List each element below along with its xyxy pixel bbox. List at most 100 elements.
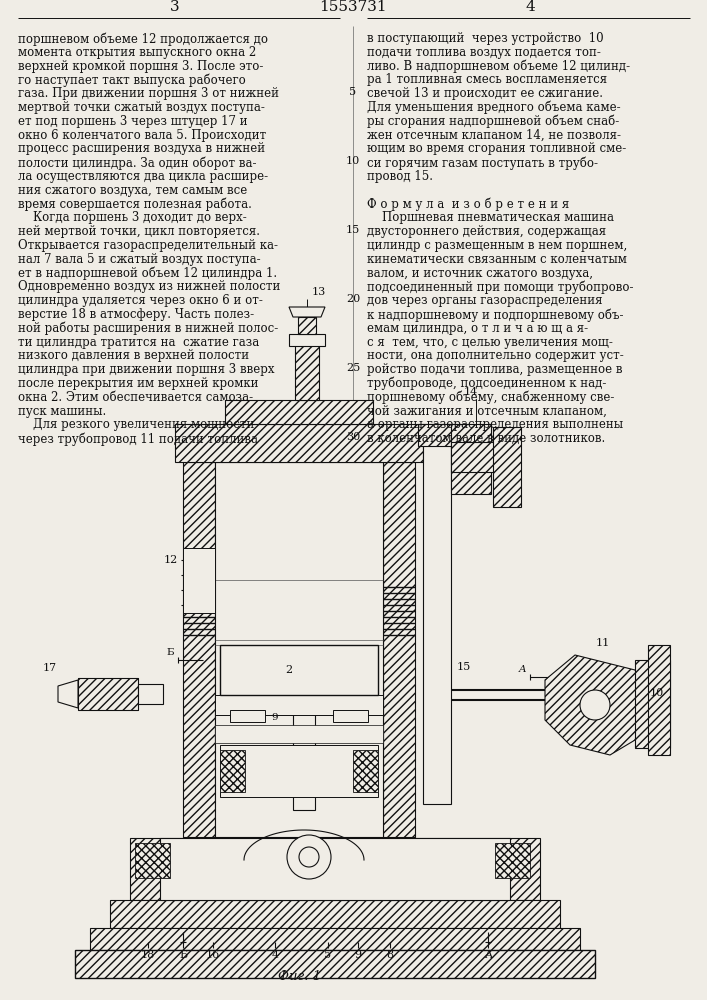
Text: момента открытия выпускного окна 2: момента открытия выпускного окна 2 xyxy=(18,46,256,59)
Text: окно 6 коленчатого вала 5. Происходит: окно 6 коленчатого вала 5. Происходит xyxy=(18,129,267,142)
Bar xyxy=(383,462,415,837)
Text: ней мертвой точки, цикл повторяется.: ней мертвой точки, цикл повторяется. xyxy=(18,225,260,238)
Text: двустороннего действия, содержащая: двустороннего действия, содержащая xyxy=(367,225,606,238)
Text: ройство подачи топлива, размещенное в: ройство подачи топлива, размещенное в xyxy=(367,363,622,376)
Text: 5: 5 xyxy=(349,87,356,97)
Text: Одновременно воздух из нижней полости: Одновременно воздух из нижней полости xyxy=(18,280,281,293)
Text: A: A xyxy=(484,950,492,960)
Text: го наступает такт выпуска рабочего: го наступает такт выпуска рабочего xyxy=(18,73,246,87)
Text: Для резкого увеличения мощности: Для резкого увеличения мощности xyxy=(18,418,255,431)
Bar xyxy=(220,645,378,695)
Bar xyxy=(220,750,245,792)
Bar xyxy=(78,678,138,710)
Bar xyxy=(293,695,315,810)
Text: 20: 20 xyxy=(346,294,360,304)
Text: си горячим газам поступать в трубо-: си горячим газам поступать в трубо- xyxy=(367,156,598,170)
Text: валом, и источник сжатого воздуха,: валом, и источник сжатого воздуха, xyxy=(367,267,593,280)
Bar xyxy=(78,678,138,710)
Text: Открывается газораспределительный ка-: Открывается газораспределительный ка- xyxy=(18,239,278,252)
Text: жен отсечным клапаном 14, не позволя-: жен отсечным клапаном 14, не позволя- xyxy=(367,129,621,142)
Text: ра 1 топливная смесь воспламеняется: ра 1 топливная смесь воспламеняется xyxy=(367,73,607,86)
Bar xyxy=(215,462,383,837)
Text: Поршневая пневматическая машина: Поршневая пневматическая машина xyxy=(367,211,614,224)
Polygon shape xyxy=(289,307,325,317)
Text: 4: 4 xyxy=(525,0,535,14)
Text: 15: 15 xyxy=(346,225,360,235)
Text: ла осуществляются два цикла расшире-: ла осуществляются два цикла расшире- xyxy=(18,170,268,183)
Text: ющим во время сгорания топливной сме-: ющим во время сгорания топливной сме- xyxy=(367,142,626,155)
Bar xyxy=(495,843,530,878)
Text: 12: 12 xyxy=(164,555,178,565)
Bar xyxy=(75,950,595,978)
Text: в коленчатом вале в виде золотников.: в коленчатом вале в виде золотников. xyxy=(367,432,605,445)
Bar xyxy=(418,424,458,446)
Text: ет под поршень 3 через штуцер 17 и: ет под поршень 3 через штуцер 17 и xyxy=(18,115,247,128)
Bar xyxy=(230,710,265,722)
Bar xyxy=(635,660,670,748)
Bar xyxy=(289,334,325,346)
Text: Фиг. 1: Фиг. 1 xyxy=(279,970,322,983)
Circle shape xyxy=(287,835,331,879)
Text: после перекрытия им верхней кромки: после перекрытия им верхней кромки xyxy=(18,377,259,390)
Text: 11: 11 xyxy=(596,638,610,648)
Text: Когда поршень 3 доходит до верх-: Когда поршень 3 доходит до верх- xyxy=(18,211,247,224)
Text: Ф о р м у л а  и з о б р е т е н и я: Ф о р м у л а и з о б р е т е н и я xyxy=(367,198,569,211)
Bar xyxy=(333,710,368,722)
Text: мертвой точки сжатый воздух поступа-: мертвой точки сжатый воздух поступа- xyxy=(18,101,265,114)
Bar xyxy=(138,684,163,704)
Text: Б: Б xyxy=(166,648,174,657)
Text: 3: 3 xyxy=(170,0,180,14)
Bar xyxy=(183,548,215,613)
Polygon shape xyxy=(545,655,650,755)
Text: нал 7 вала 5 и сжатый воздух поступа-: нал 7 вала 5 и сжатый воздух поступа- xyxy=(18,253,261,266)
Text: A: A xyxy=(518,665,526,674)
Bar xyxy=(130,838,540,900)
Text: 10: 10 xyxy=(650,688,665,698)
Bar xyxy=(648,645,670,755)
Text: 9: 9 xyxy=(271,712,278,722)
Text: 17: 17 xyxy=(43,663,57,673)
Text: верхней кромкой поршня 3. После это-: верхней кромкой поршня 3. После это- xyxy=(18,60,264,73)
Text: 18: 18 xyxy=(141,950,155,960)
Text: 9: 9 xyxy=(354,950,361,960)
Text: 16: 16 xyxy=(206,950,220,960)
Text: газа. При движении поршня 3 от нижней: газа. При движении поршня 3 от нижней xyxy=(18,87,279,100)
Bar xyxy=(215,695,383,715)
Bar xyxy=(353,750,378,792)
Bar xyxy=(183,462,215,837)
Text: 14: 14 xyxy=(464,387,478,397)
Text: ет в надпоршневой объем 12 цилиндра 1.: ет в надпоршневой объем 12 цилиндра 1. xyxy=(18,267,277,280)
Circle shape xyxy=(580,690,610,720)
Text: подсоединенный при помощи трубопрово-: подсоединенный при помощи трубопрово- xyxy=(367,280,633,294)
Text: ти цилиндра тратится на  сжатие газа: ти цилиндра тратится на сжатие газа xyxy=(18,336,259,349)
Text: трубопроводе, подсоединенном к над-: трубопроводе, подсоединенном к над- xyxy=(367,377,607,390)
Text: емам цилиндра, о т л и ч а ю щ а я-: емам цилиндра, о т л и ч а ю щ а я- xyxy=(367,322,588,335)
Bar xyxy=(295,342,319,400)
Text: чой зажигания и отсечным клапаном,: чой зажигания и отсечным клапаном, xyxy=(367,405,607,418)
Polygon shape xyxy=(58,680,78,708)
Text: 2: 2 xyxy=(286,665,293,675)
Text: 1553731: 1553731 xyxy=(319,0,387,14)
Text: 4: 4 xyxy=(271,950,279,960)
Bar xyxy=(493,427,521,507)
Text: ной работы расширения в нижней полос-: ной работы расширения в нижней полос- xyxy=(18,322,279,335)
Text: окна 2. Этим обеспечивается самоза-: окна 2. Этим обеспечивается самоза- xyxy=(18,391,253,404)
Text: кинематически связанным с коленчатым: кинематически связанным с коленчатым xyxy=(367,253,627,266)
Text: с я  тем, что, с целью увеличения мощ-: с я тем, что, с целью увеличения мощ- xyxy=(367,336,613,349)
Text: 8: 8 xyxy=(387,950,394,960)
Bar xyxy=(175,424,423,462)
Text: 25: 25 xyxy=(346,363,360,373)
Text: 15: 15 xyxy=(457,662,472,672)
Text: ры сгорания надпоршневой объем снаб-: ры сгорания надпоршневой объем снаб- xyxy=(367,115,619,128)
Text: Б: Б xyxy=(179,950,187,960)
Text: пуск машины.: пуск машины. xyxy=(18,405,106,418)
Text: процесс расширения воздуха в нижней: процесс расширения воздуха в нижней xyxy=(18,142,265,155)
Text: 5: 5 xyxy=(325,950,332,960)
Text: ливо. В надпоршневом объеме 12 цилинд-: ливо. В надпоршневом объеме 12 цилинд- xyxy=(367,60,630,73)
Text: цилиндра удаляется через окно 6 и от-: цилиндра удаляется через окно 6 и от- xyxy=(18,294,263,307)
Text: ния сжатого воздуха, тем самым все: ния сжатого воздуха, тем самым все xyxy=(18,184,247,197)
Text: свечой 13 и происходит ее сжигание.: свечой 13 и происходит ее сжигание. xyxy=(367,87,603,100)
Bar xyxy=(225,400,373,424)
Bar xyxy=(451,442,516,472)
Text: дов через органы газораспределения: дов через органы газораспределения xyxy=(367,294,602,307)
